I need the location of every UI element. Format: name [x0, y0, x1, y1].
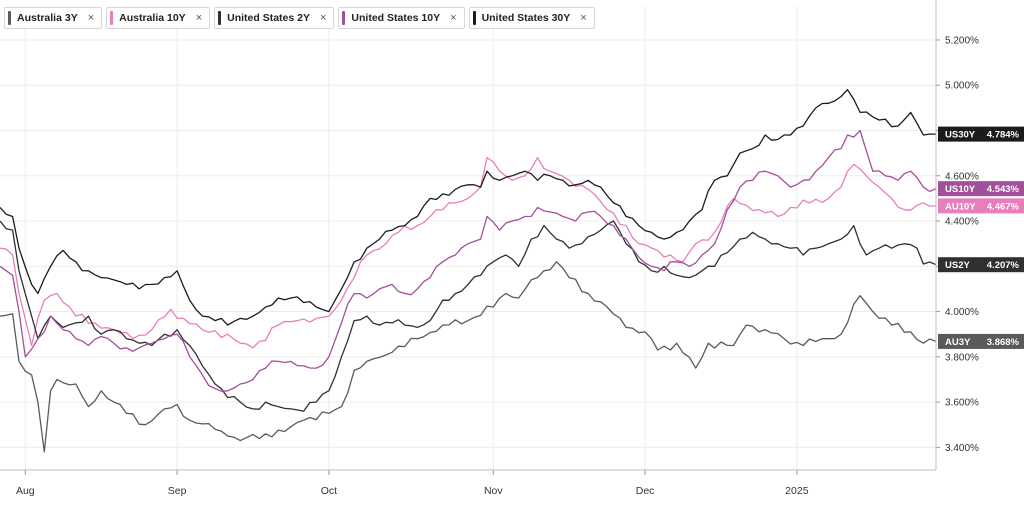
- end-tag-value: 4.207%: [987, 260, 1020, 271]
- legend-swatch: [218, 11, 222, 25]
- series-line-au3y: [0, 261, 937, 453]
- x-tick-label: Aug: [16, 485, 35, 497]
- legend-label: United States 2Y: [227, 12, 310, 24]
- legend-item-us30y[interactable]: United States 30Y ×: [468, 7, 595, 29]
- y-tick-label: 4.000%: [945, 307, 979, 318]
- series-line-us2y: [0, 220, 937, 412]
- legend-item-us2y[interactable]: United States 2Y ×: [214, 7, 335, 29]
- end-tag-au10y: AU10Y 4.467%: [938, 198, 1024, 214]
- end-tag-us2y: US2Y 4.207%: [938, 257, 1024, 273]
- end-tag-us30y: US30Y 4.784%: [938, 126, 1024, 142]
- legend: Australia 3Y × Australia 10Y × United States…: [4, 7, 595, 29]
- end-tag-symbol: US30Y: [945, 130, 976, 141]
- legend-label: United States 10Y: [351, 12, 441, 24]
- legend-swatch: [110, 11, 114, 25]
- end-tag-bg: [938, 333, 1024, 349]
- series-line-us10y: [0, 129, 937, 392]
- end-tag-au3y: AU3Y 3.868%: [938, 333, 1024, 349]
- end-tag-value: 3.868%: [987, 337, 1020, 348]
- legend-swatch: [342, 11, 346, 25]
- end-tag-value: 4.467%: [987, 201, 1020, 212]
- legend-label: United States 30Y: [481, 12, 571, 24]
- end-tag-value: 4.543%: [987, 184, 1020, 195]
- x-tick-label: Nov: [484, 485, 503, 497]
- legend-item-au10y[interactable]: Australia 10Y ×: [106, 7, 211, 29]
- close-icon[interactable]: ×: [87, 12, 95, 24]
- end-tag-symbol: US2Y: [945, 260, 970, 271]
- y-tick-label: 3.600%: [945, 398, 979, 409]
- end-tag-bg: [938, 126, 1024, 142]
- y-tick-label: 3.800%: [945, 352, 979, 363]
- x-tick-label: Oct: [321, 485, 337, 497]
- legend-swatch: [472, 11, 476, 25]
- x-tick-label: Dec: [636, 485, 655, 497]
- end-tag-bg: [938, 257, 1024, 273]
- end-tag-symbol: AU3Y: [945, 337, 971, 348]
- close-icon[interactable]: ×: [580, 12, 587, 24]
- close-icon[interactable]: ×: [450, 12, 457, 24]
- end-tag-us10y: US10Y 4.543%: [938, 181, 1024, 197]
- x-tick-label: Sep: [168, 485, 187, 497]
- close-icon[interactable]: ×: [195, 12, 203, 24]
- end-tag-value: 4.784%: [987, 130, 1020, 141]
- y-tick-label: 3.400%: [945, 443, 979, 454]
- end-tag-bg: [938, 181, 1024, 197]
- legend-label: Australia 10Y: [119, 12, 186, 24]
- y-tick-label: 4.600%: [945, 171, 979, 182]
- legend-item-us10y[interactable]: United States 10Y ×: [338, 7, 465, 29]
- x-tick-label: 2025: [785, 485, 809, 497]
- end-tag-symbol: AU10Y: [945, 201, 976, 212]
- end-tag-bg: [938, 198, 1024, 214]
- series-line-au10y: [0, 156, 937, 349]
- close-icon[interactable]: ×: [319, 12, 327, 24]
- y-tick-label: 4.400%: [945, 217, 979, 228]
- legend-swatch: [8, 11, 11, 25]
- y-tick-label: 5.200%: [945, 35, 979, 46]
- legend-label: Australia 3Y: [17, 12, 78, 24]
- series-line-us30y: [0, 89, 936, 326]
- end-tag-symbol: US10Y: [945, 184, 976, 195]
- legend-item-au3y[interactable]: Australia 3Y ×: [4, 7, 103, 29]
- y-tick-label: 5.000%: [945, 81, 979, 92]
